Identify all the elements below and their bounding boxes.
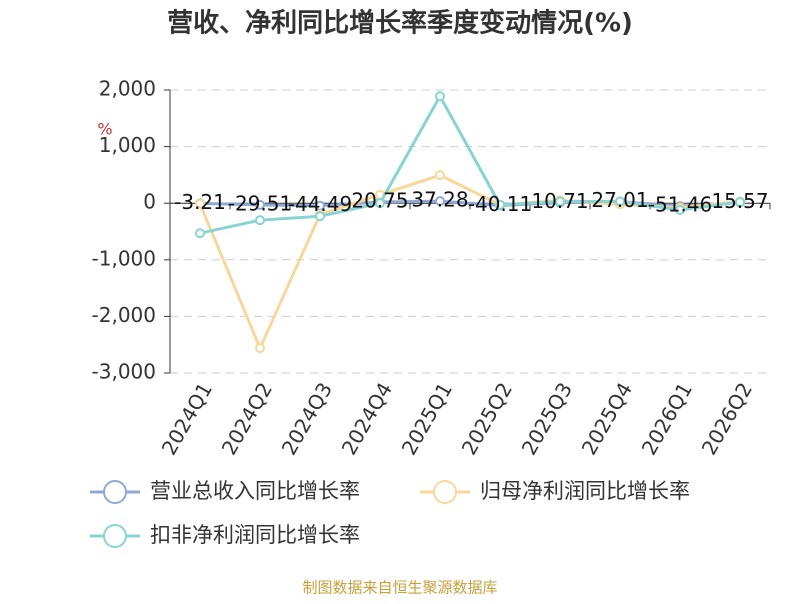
x-tick-label: 2024Q2 [217,378,277,459]
point [675,204,685,215]
legend-marker [103,480,127,504]
y-tick-label: -3,000 [92,360,156,384]
y-tick-label: 1,000 [99,133,156,157]
point [435,196,445,207]
y-tick-label: 0 [143,190,156,214]
series-line [199,93,741,235]
legend-marker [103,524,127,548]
point [555,196,565,207]
point [255,215,265,226]
point [495,199,505,210]
data-label: 20.75 [351,189,408,213]
point [435,170,445,181]
point [195,198,205,209]
y-unit: % [97,120,112,139]
x-tick-label: 2025Q2 [457,378,517,459]
legend-label: 扣非净利润同比增长率 [150,523,360,547]
legend-label: 营业总收入同比增长率 [150,479,360,503]
data-label: -44.49 [288,192,352,216]
point [375,198,385,209]
data-label: 10.71 [531,189,588,213]
x-tick-label: 2026Q1 [637,378,697,459]
source: 制图数据来自恒生聚源数据库 [302,579,497,597]
x-tick-label: 2025Q3 [517,378,577,459]
x-tick-label: 2024Q4 [337,378,397,459]
data-label: -3.21 [174,190,226,214]
point [315,211,325,222]
point [615,196,625,207]
data-label: 37.28 [411,188,468,212]
x-tick-label: 2025Q1 [397,378,457,459]
data-label: -29.51 [228,191,292,215]
series-line [199,199,741,208]
point [255,343,265,354]
point [435,91,445,102]
x-tick-label: 2026Q2 [697,378,757,459]
point [735,197,745,208]
x-tick-label: 2024Q3 [277,378,337,459]
x-tick-label: 2024Q1 [157,378,217,459]
point [255,199,265,210]
data-label: 15.57 [711,189,768,213]
x-tick-label: 2025Q4 [577,378,637,459]
data-label: -40.11 [468,192,532,216]
y-tick-label: -2,000 [92,303,156,327]
y-tick-label: 2,000 [99,77,156,101]
legend-label: 归母净利润同比增长率 [480,479,690,503]
y-tick-label: -1,000 [92,246,156,270]
legend-marker [433,480,457,504]
data-label: -51.46 [648,193,712,217]
chart-title: 营收、净利同比增长率季度变动情况(%) [167,8,633,39]
point [195,228,205,239]
data-label: 27.01 [591,188,648,212]
